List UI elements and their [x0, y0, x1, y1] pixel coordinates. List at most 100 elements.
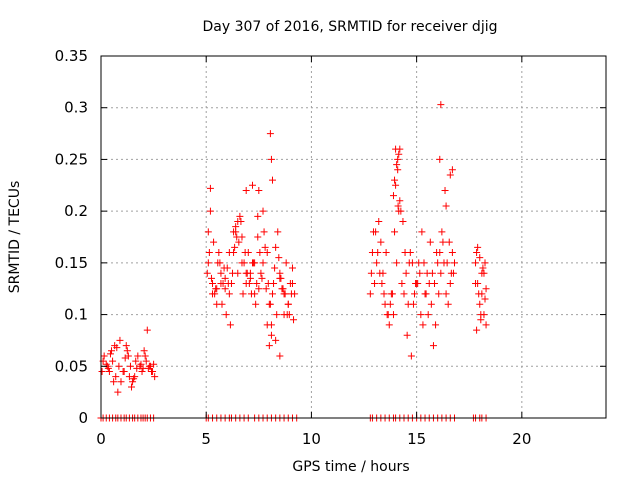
data-point [395, 150, 403, 158]
data-point [134, 352, 142, 360]
data-point [113, 344, 121, 352]
data-point [231, 243, 239, 251]
data-point [392, 181, 400, 189]
x-tick-label: 5 [201, 430, 211, 448]
data-point [436, 155, 444, 163]
data-point [391, 228, 399, 236]
data-point [288, 264, 296, 272]
data-point [252, 300, 260, 308]
data-point [267, 321, 275, 329]
data-point [442, 290, 450, 298]
data-point [401, 249, 409, 257]
data-point [259, 207, 267, 215]
data-point [373, 259, 381, 267]
data-point [382, 249, 390, 257]
data-point [272, 243, 280, 251]
data-point [435, 290, 443, 298]
data-point [417, 311, 425, 319]
data-point [261, 243, 269, 251]
data-point [133, 364, 141, 372]
data-point [117, 378, 125, 386]
data-point [205, 249, 213, 257]
data-point [225, 290, 233, 298]
data-point [235, 238, 243, 246]
data-point [120, 367, 128, 375]
data-point [422, 290, 430, 298]
data-point [106, 350, 114, 358]
data-point [115, 362, 123, 370]
data-point [129, 378, 137, 386]
y-axis-label: SRMTID / TECUs [7, 181, 23, 294]
data-point [272, 336, 280, 344]
data-point [441, 186, 449, 194]
data-point [444, 300, 452, 308]
data-point [233, 233, 241, 241]
data-point [213, 300, 221, 308]
data-point [266, 130, 274, 138]
data-point [268, 176, 276, 184]
chart-title: Day 307 of 2016, SRMTID for receiver dji… [203, 19, 498, 35]
data-point [207, 274, 215, 282]
data-point [271, 264, 279, 272]
data-point [428, 269, 436, 277]
data-point [389, 192, 397, 200]
data-point [212, 285, 220, 293]
data-point [204, 228, 212, 236]
data-point [224, 280, 232, 288]
data-point [221, 285, 229, 293]
data-point [260, 228, 268, 236]
data-point [266, 300, 274, 308]
data-point [476, 254, 484, 262]
data-point [284, 300, 292, 308]
data-point [481, 295, 489, 303]
data-point [225, 249, 233, 257]
data-point [254, 212, 262, 220]
data-point [475, 290, 483, 298]
data-point [210, 238, 218, 246]
data-point [256, 249, 264, 257]
data-point [366, 290, 374, 298]
data-point [420, 259, 428, 267]
data-point [238, 259, 246, 267]
data-point [215, 249, 223, 257]
data-point [204, 259, 212, 267]
data-point [109, 357, 117, 365]
data-point [255, 186, 263, 194]
data-point [443, 259, 451, 267]
data-point [402, 269, 410, 277]
data-point [230, 228, 238, 236]
data-point [369, 228, 377, 236]
data-point [100, 352, 108, 360]
y-tick-label: 0.2 [64, 202, 88, 220]
data-point [378, 280, 386, 288]
data-point [258, 274, 266, 282]
data-point [274, 228, 282, 236]
data-point [236, 212, 244, 220]
data-point [396, 197, 404, 205]
data-point [247, 290, 255, 298]
data-point [479, 264, 487, 272]
data-point [394, 155, 402, 163]
data-point [394, 166, 402, 174]
data-point [288, 280, 296, 288]
data-point [263, 249, 271, 257]
data-point [239, 290, 247, 298]
data-point [246, 274, 254, 282]
data-point [151, 373, 159, 381]
grid-lines [101, 56, 606, 418]
data-point [375, 217, 383, 225]
data-point [145, 362, 153, 370]
data-point [376, 269, 384, 277]
data-point [377, 238, 385, 246]
data-point [209, 280, 217, 288]
data-point [206, 207, 214, 215]
data-point [446, 171, 454, 179]
data-point [395, 207, 403, 215]
data-point [267, 331, 275, 339]
x-tick-label: 0 [96, 430, 106, 448]
data-point [148, 367, 155, 375]
x-tick-label: 10 [302, 430, 321, 448]
data-point [259, 259, 267, 267]
data-point [419, 321, 427, 329]
data-point [112, 373, 120, 381]
